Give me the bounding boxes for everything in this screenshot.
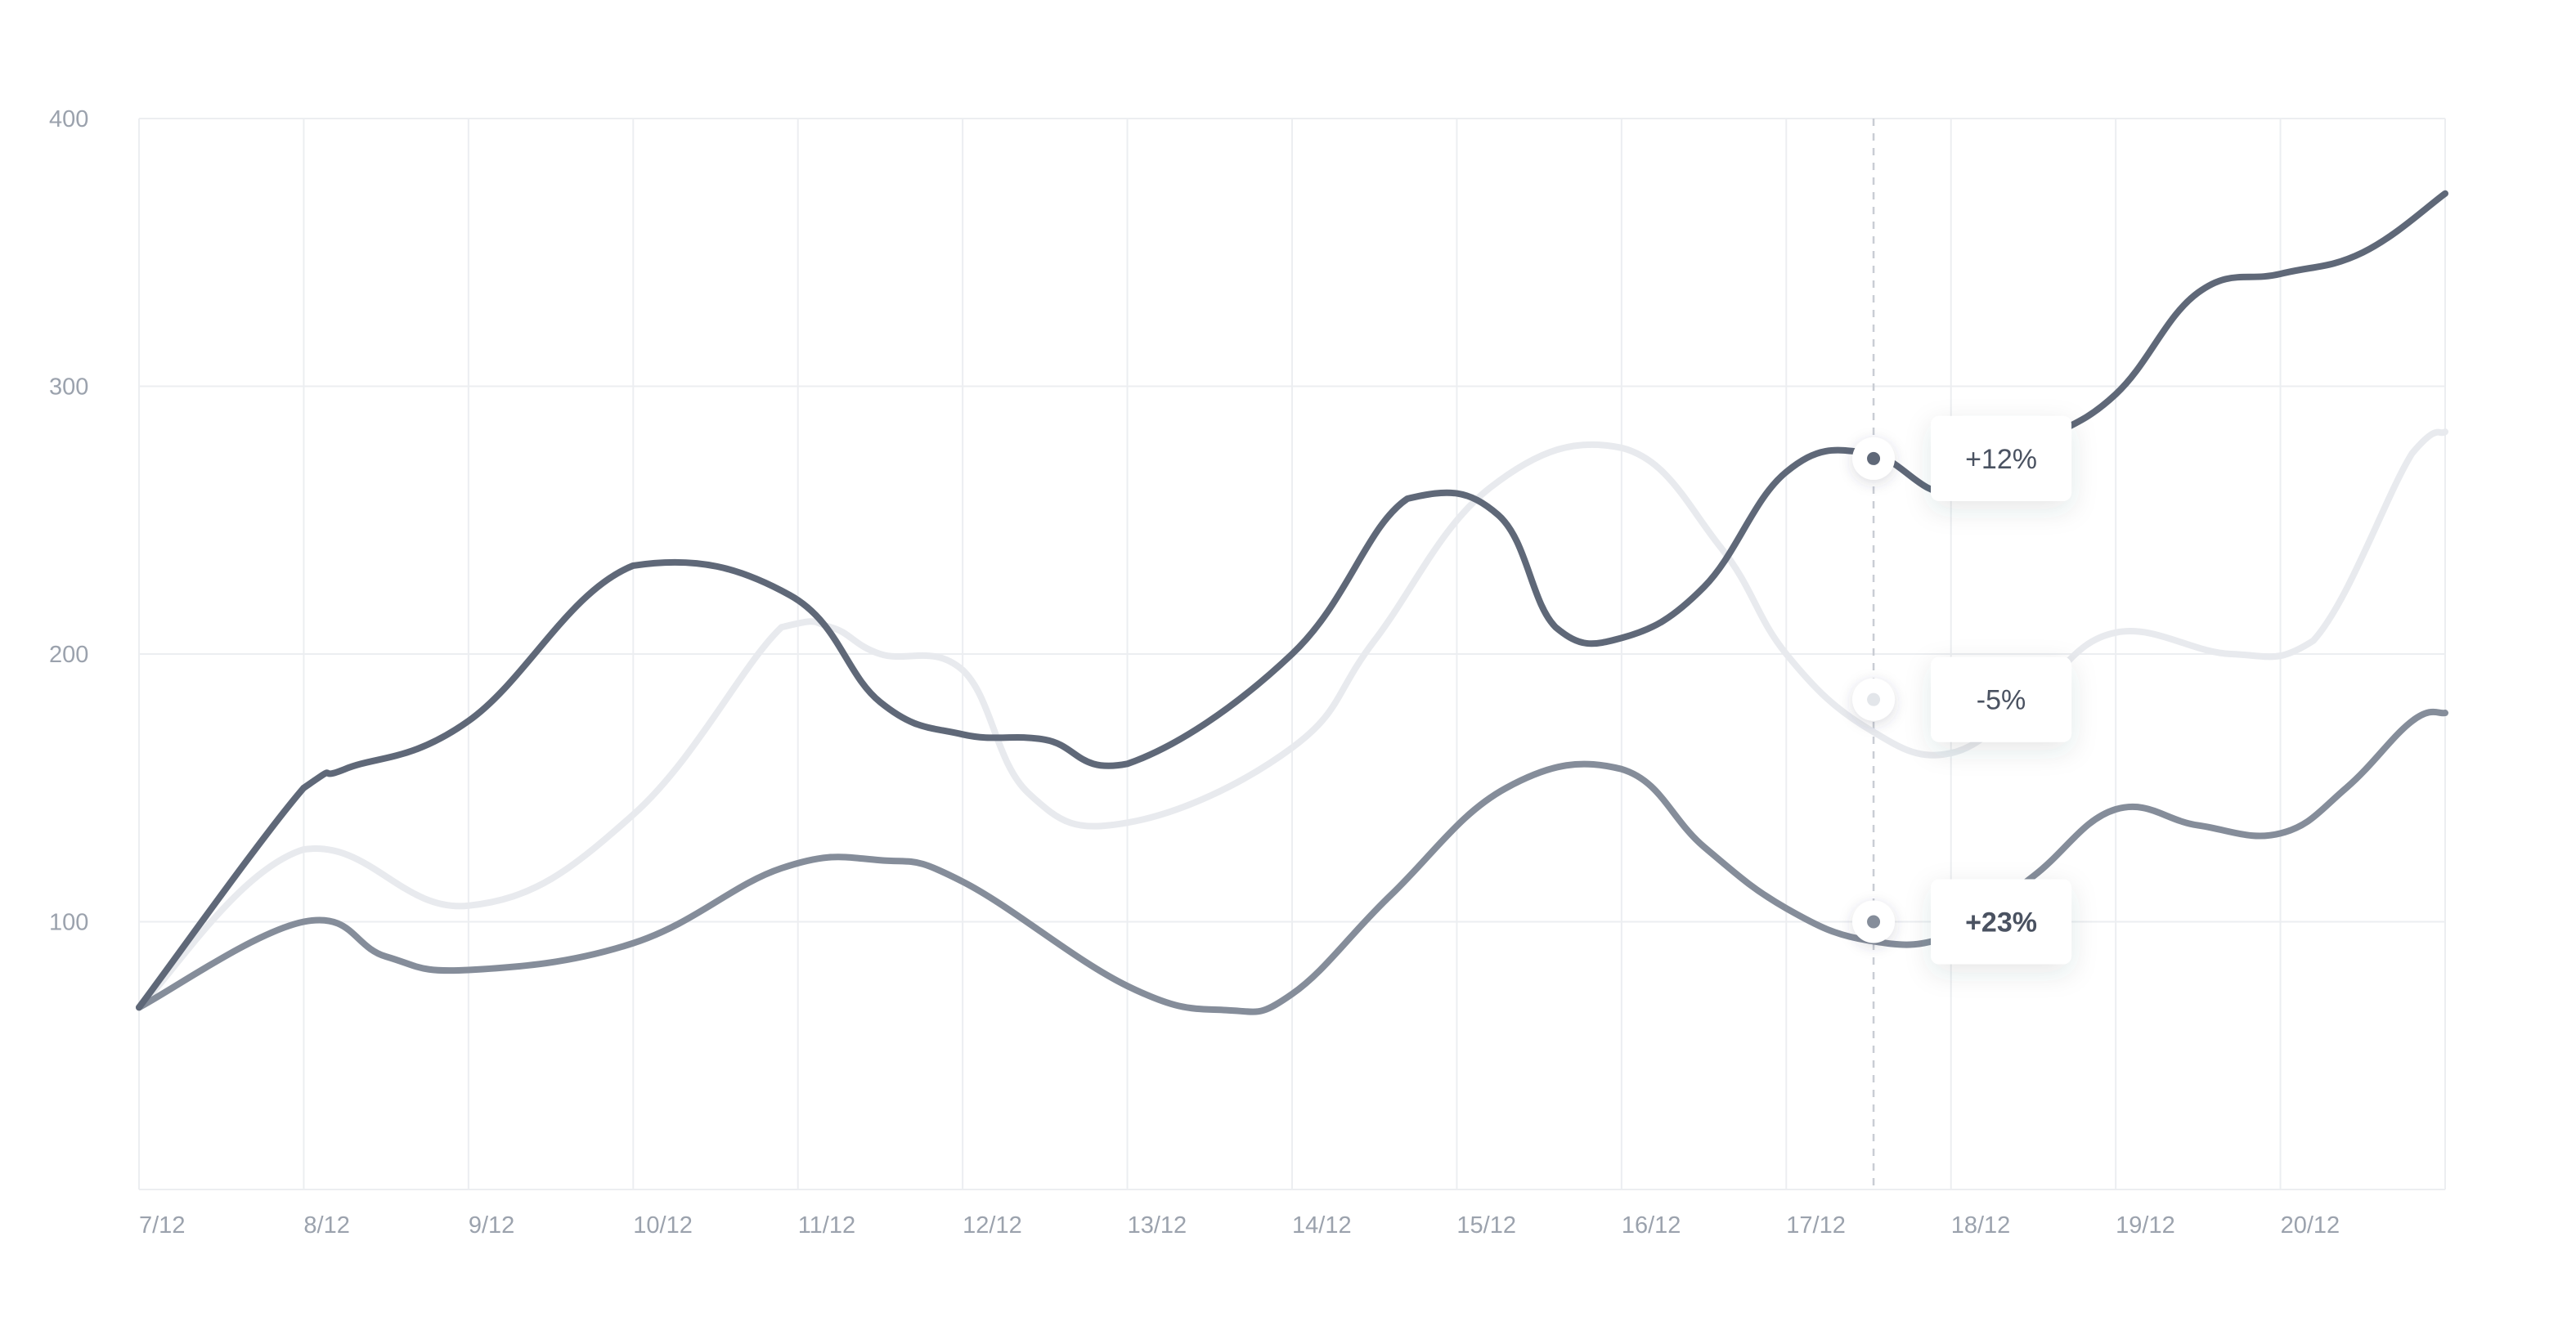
series-line-2 (136, 428, 2448, 1011)
y-tick-label: 200 (49, 642, 88, 668)
callout: -5% (1852, 656, 2072, 742)
callout: +12% (1852, 415, 2072, 501)
callout: +23% (1852, 879, 2072, 965)
value-callouts: +12% -5% +23% (1852, 415, 2072, 965)
series-line-3 (136, 708, 2448, 1015)
y-tick-label: 400 (49, 106, 88, 132)
callout-label: +23% (1965, 907, 2037, 939)
x-tick-label: 13/12 (1128, 1212, 1187, 1239)
callout-box (1931, 656, 2072, 742)
x-tick-label: 20/12 (2281, 1212, 2340, 1239)
x-tick-label: 16/12 (1622, 1212, 1681, 1239)
callout-box (1931, 415, 2072, 501)
x-tick-label: 12/12 (963, 1212, 1022, 1239)
x-tick-label: 14/12 (1292, 1212, 1352, 1239)
chart-series (136, 190, 2448, 1015)
marker-point-dot (1867, 692, 1881, 706)
x-tick-label: 15/12 (1456, 1212, 1516, 1239)
x-tick-label: 19/12 (2116, 1212, 2175, 1239)
callout-label: +12% (1965, 444, 2037, 475)
marker-point-dot (1867, 915, 1881, 929)
x-tick-label: 18/12 (1951, 1212, 2011, 1239)
x-tick-label: 17/12 (1786, 1212, 1846, 1239)
x-tick-label: 7/12 (139, 1212, 185, 1239)
x-tick-label: 8/12 (303, 1212, 349, 1239)
series-line-1 (136, 190, 2448, 1011)
x-tick-label: 10/12 (633, 1212, 693, 1239)
x-tick-label: 9/12 (469, 1212, 514, 1239)
callout-label: -5% (1977, 685, 2026, 716)
marker-point-dot (1867, 451, 1881, 465)
y-tick-label: 300 (49, 374, 88, 401)
x-axis-labels: 7/12 8/12 9/12 10/12 11/12 12/12 13/12 14/12 15/… (139, 1212, 2340, 1239)
y-tick-label: 100 (49, 910, 88, 936)
y-axis-labels: 100 200 300 400 (49, 106, 88, 936)
callout-box (1931, 879, 2072, 965)
x-tick-label: 11/12 (798, 1212, 855, 1239)
